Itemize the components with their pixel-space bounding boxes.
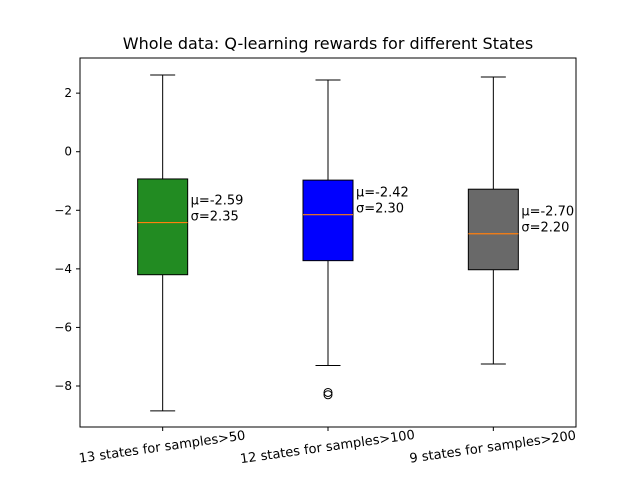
x-tick-label: 12 states for samples>100	[239, 428, 416, 467]
x-tick-label: 9 states for samples>200	[409, 428, 577, 466]
y-axis: 2 0 −2 −4 −6 −8	[54, 86, 80, 393]
box-iqr	[467, 188, 519, 271]
outlier-point	[323, 387, 333, 397]
y-tick-label: −4	[54, 262, 72, 276]
box-group: μ=-2.59σ=2.35 13 states for samples>50	[78, 74, 246, 467]
stats-annotation: μ=-2.59	[191, 194, 244, 209]
y-tick-label: −2	[54, 203, 72, 217]
outlier-point	[323, 390, 333, 400]
y-tick-label: −8	[54, 379, 72, 393]
y-tick-label: 0	[64, 145, 72, 159]
box-iqr	[302, 179, 354, 262]
box-group: μ=-2.42σ=2.30 12 states for samples>100	[239, 79, 416, 467]
stats-annotation: μ=-2.70	[521, 205, 574, 220]
stats-annotation: μ=-2.42	[356, 186, 409, 201]
y-tick-label: 2	[64, 86, 72, 100]
box-group: μ=-2.70σ=2.20 9 states for samples>200	[409, 76, 577, 467]
stats-annotation: σ=2.30	[356, 202, 404, 217]
y-tick-label: −6	[54, 320, 72, 334]
x-tick-label: 13 states for samples>50	[78, 428, 246, 466]
stats-annotation: σ=2.20	[521, 221, 569, 236]
box-iqr	[137, 178, 189, 276]
chart-title: Whole data: Q-learning rewards for diffe…	[123, 34, 533, 53]
stats-annotation: σ=2.35	[191, 210, 239, 225]
